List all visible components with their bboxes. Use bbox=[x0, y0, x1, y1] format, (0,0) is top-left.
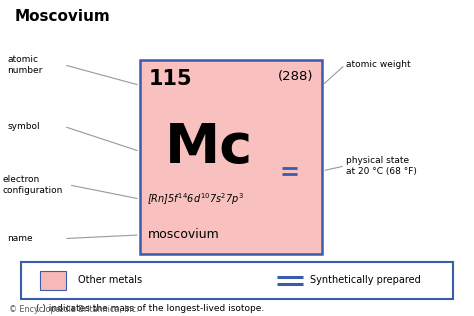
Text: Synthetically prepared: Synthetically prepared bbox=[310, 276, 420, 285]
Text: physical state
at 20 °C (68 °F): physical state at 20 °C (68 °F) bbox=[346, 156, 417, 176]
Text: atomic weight: atomic weight bbox=[346, 60, 410, 69]
Text: atomic
number: atomic number bbox=[7, 55, 43, 75]
Bar bbox=[140, 60, 322, 254]
Text: © Encyclopædia Britannica, Inc.: © Encyclopædia Britannica, Inc. bbox=[9, 306, 139, 314]
Text: 115: 115 bbox=[148, 69, 192, 89]
Text: ( ) indicates the mass of the longest-lived isotope.: ( ) indicates the mass of the longest-li… bbox=[36, 304, 264, 313]
Bar bbox=[40, 270, 66, 290]
Text: symbol: symbol bbox=[7, 122, 40, 131]
Text: name: name bbox=[7, 234, 33, 243]
Text: Mc: Mc bbox=[165, 121, 253, 175]
Text: [Rn]5$f^{14}$6$d^{10}$7$s^2$7$p^3$: [Rn]5$f^{14}$6$d^{10}$7$s^2$7$p^3$ bbox=[147, 191, 245, 207]
Text: (288): (288) bbox=[278, 70, 314, 82]
Text: electron
configuration: electron configuration bbox=[2, 175, 63, 195]
Text: moscovium: moscovium bbox=[147, 228, 219, 241]
Bar bbox=[21, 262, 453, 299]
Text: Other metals: Other metals bbox=[78, 276, 142, 285]
Text: Moscovium: Moscovium bbox=[14, 9, 110, 24]
